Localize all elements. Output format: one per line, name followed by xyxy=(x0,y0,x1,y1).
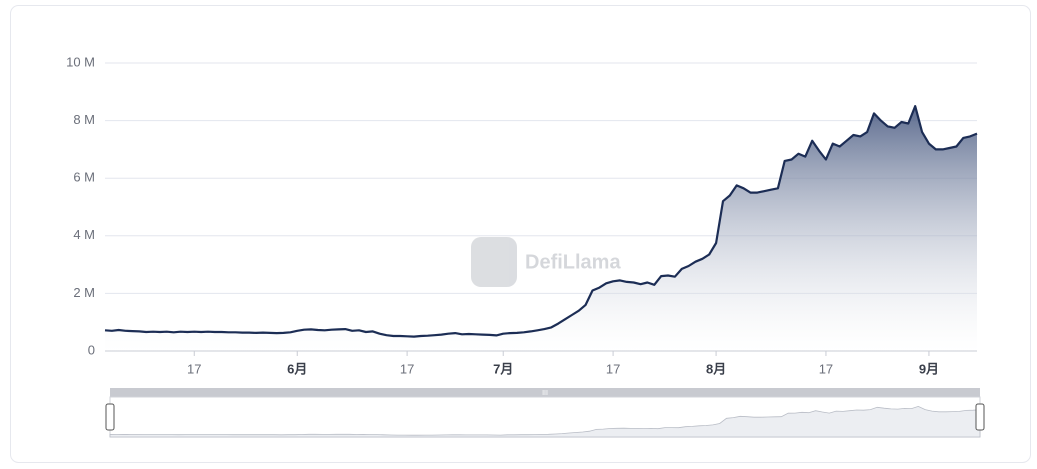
navigator-grip[interactable]: III xyxy=(542,390,548,397)
area xyxy=(105,106,977,351)
x-tick-label: 8月 xyxy=(706,361,726,376)
x-tick-label: 9月 xyxy=(919,361,939,376)
y-tick-label: 4 M xyxy=(73,227,95,242)
x-tick-label: 17 xyxy=(606,361,620,376)
navigator-bar[interactable] xyxy=(110,388,980,397)
x-tick-label: 17 xyxy=(400,361,414,376)
navigator-handle[interactable] xyxy=(105,403,115,431)
x-tick-label: 7月 xyxy=(493,361,513,376)
watermark: DefiLlama xyxy=(471,237,621,287)
y-tick-label: 8 M xyxy=(73,112,95,127)
watermark-text: DefiLlama xyxy=(525,251,621,273)
line xyxy=(104,105,978,338)
y-tick-label: 0 xyxy=(88,342,95,357)
navigator-area xyxy=(109,405,981,438)
watermark-logo xyxy=(471,237,517,287)
y-tick-label: 6 M xyxy=(73,170,95,185)
y-tick-label: 10 M xyxy=(66,54,95,69)
x-tick-label: 17 xyxy=(819,361,833,376)
navigator-handle[interactable] xyxy=(975,403,985,431)
y-tick-label: 2 M xyxy=(73,285,95,300)
x-tick-label: 6月 xyxy=(287,361,307,376)
x-tick-label: 17 xyxy=(187,361,201,376)
